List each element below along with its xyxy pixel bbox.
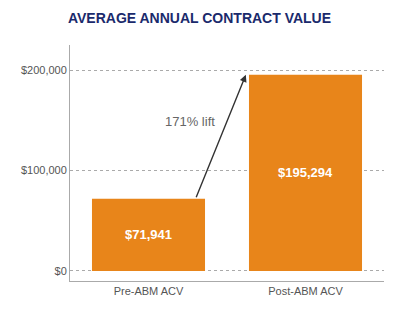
svg-text:AVERAGE ANNUAL CONTRACT VALUE: AVERAGE ANNUAL CONTRACT VALUE [68,10,331,26]
svg-text:$100,000: $100,000 [21,164,67,176]
svg-text:$200,000: $200,000 [21,64,67,76]
svg-text:$195,294: $195,294 [278,165,333,180]
svg-text:$0: $0 [55,265,67,277]
svg-text:Post-ABM ACV: Post-ABM ACV [268,285,343,297]
svg-text:$71,941: $71,941 [125,227,172,242]
svg-text:Pre-ABM ACV: Pre-ABM ACV [114,285,184,297]
svg-text:171% lift: 171% lift [165,114,215,129]
